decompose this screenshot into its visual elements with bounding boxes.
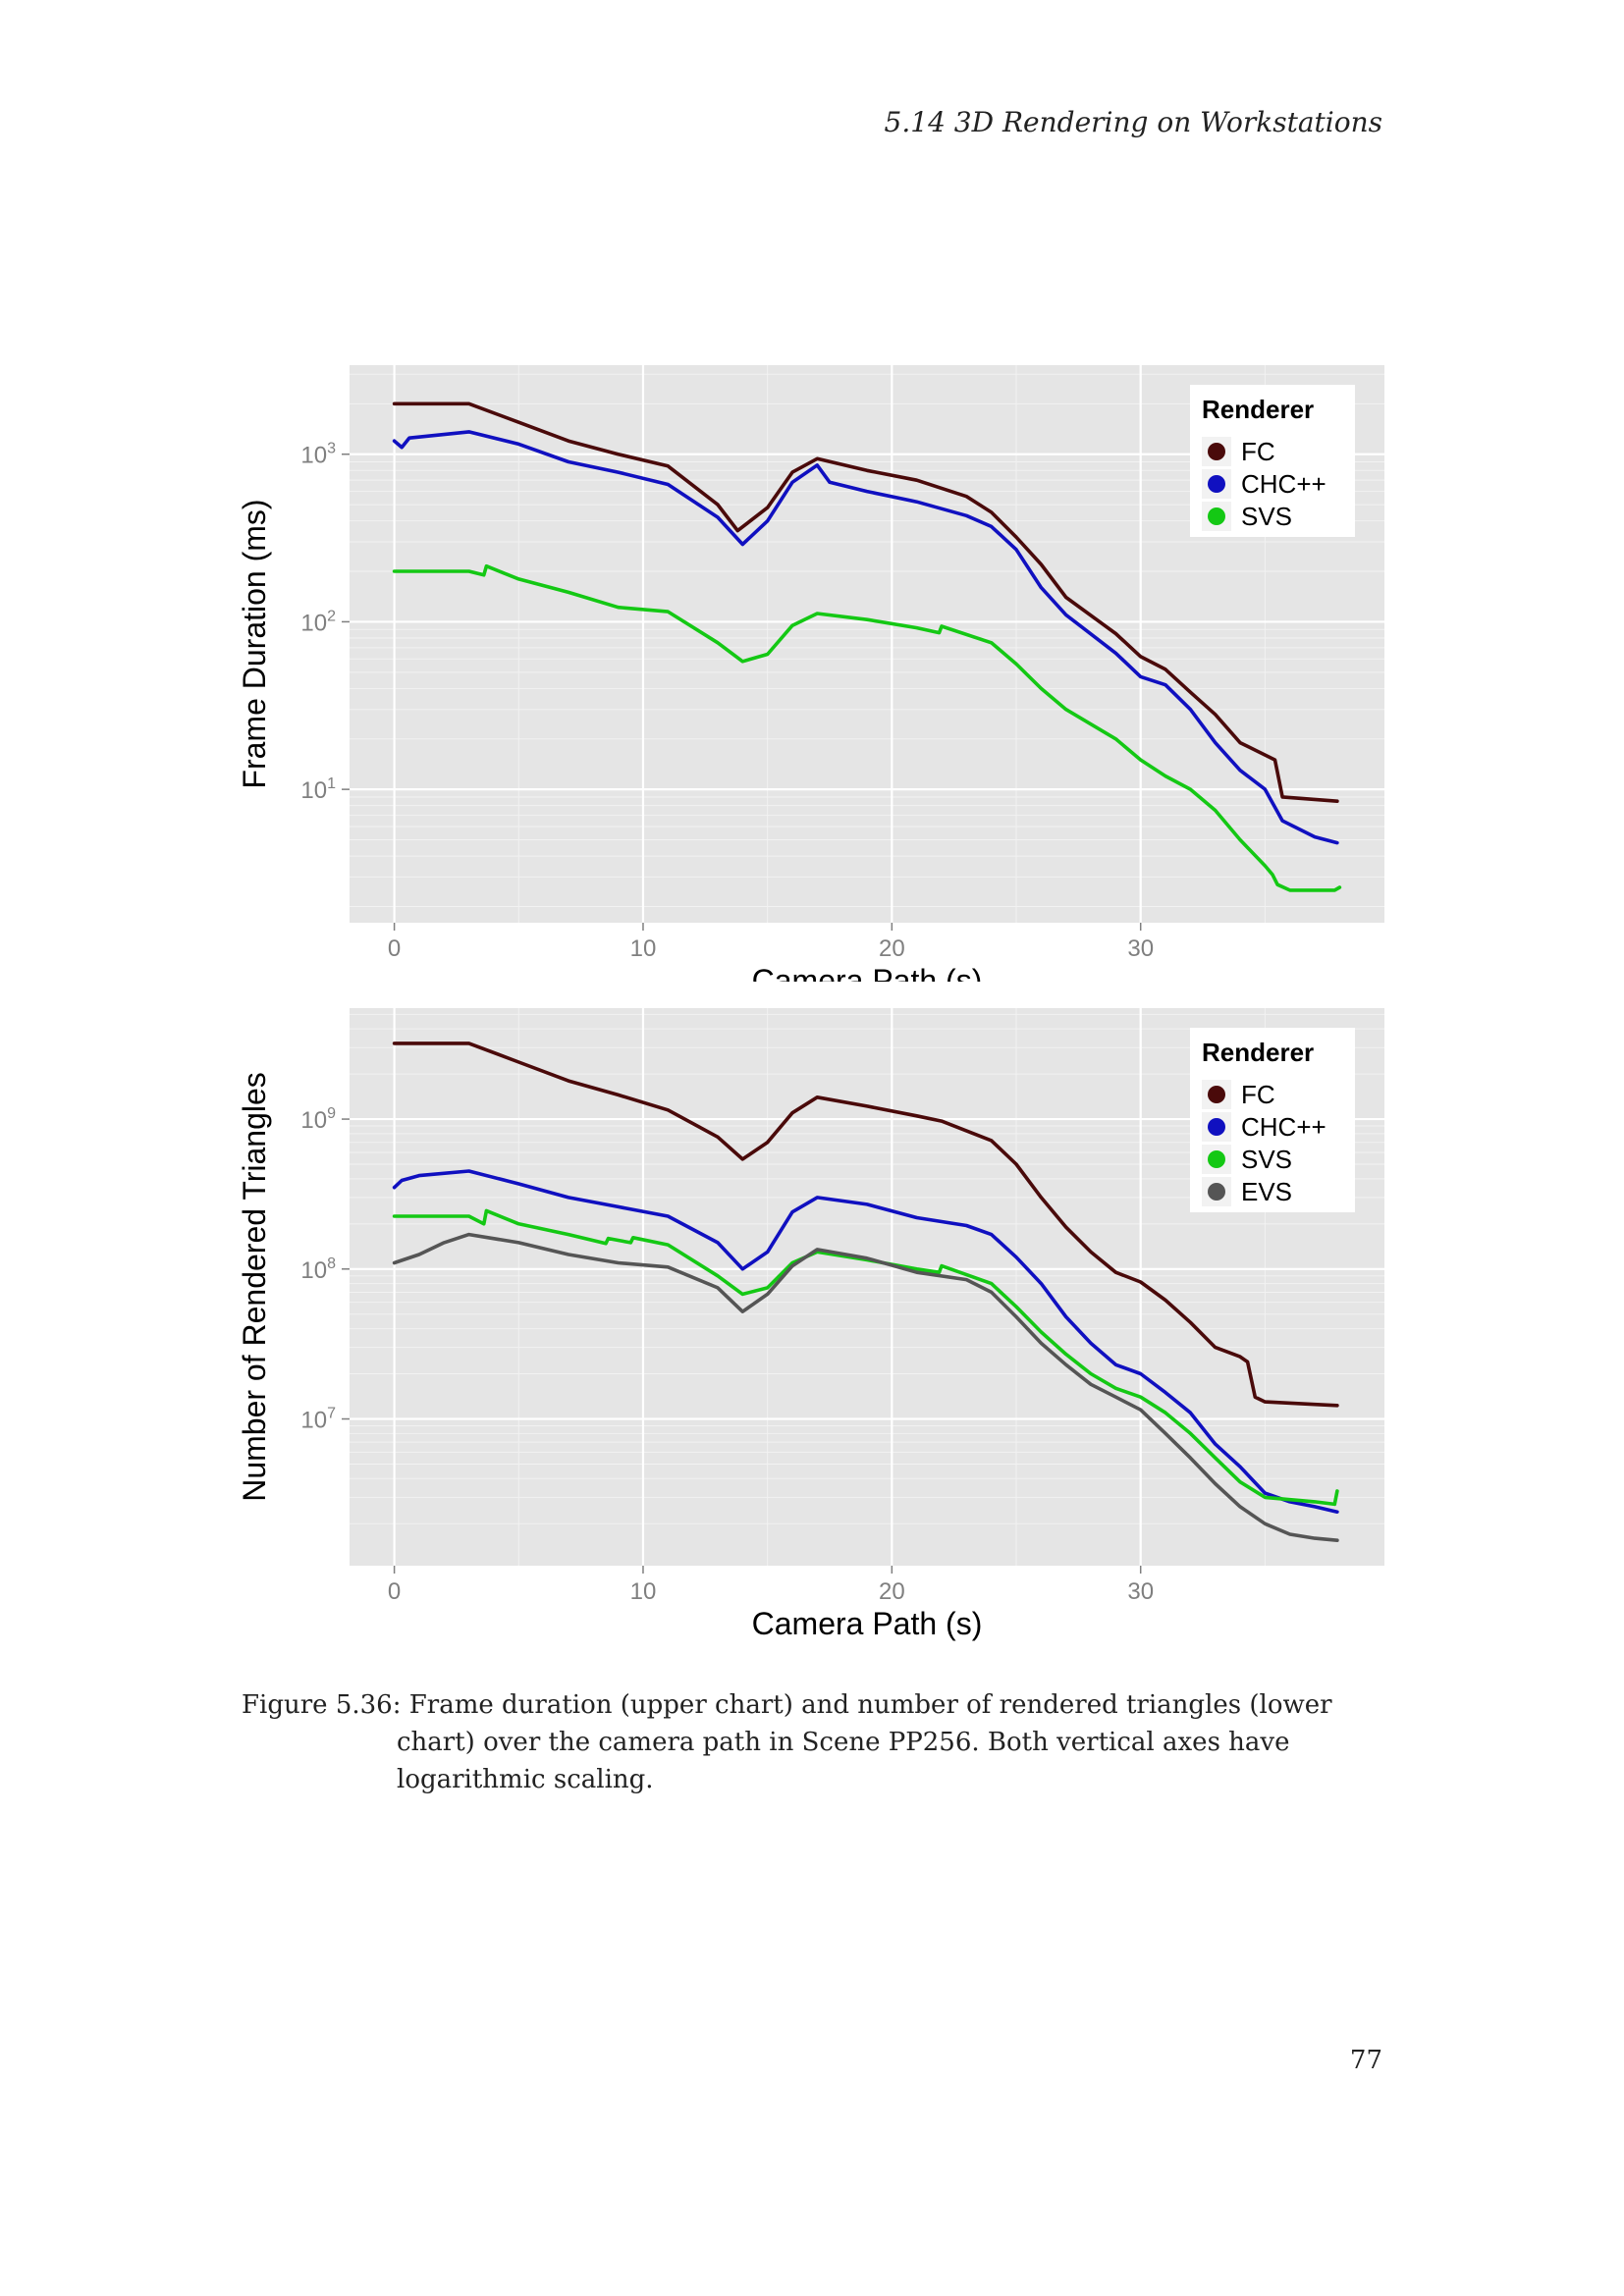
y-tick-label: 102 — [300, 608, 336, 636]
x-tick-label: 20 — [879, 1578, 905, 1605]
running-header: 5.14 3D Rendering on Workstations — [884, 106, 1382, 138]
x-tick-label: 0 — [388, 935, 401, 962]
series-line-chcpp — [392, 430, 1339, 845]
legend-label: FC — [1241, 1080, 1275, 1109]
x-tick-label: 20 — [879, 935, 905, 962]
frame-duration-chart: 101 102 103 0 10 20 30 Camera Path (s) Frame Dur… — [237, 365, 1384, 982]
y-axis-title: Frame Duration (ms) — [237, 499, 272, 788]
legend-key-fc — [1208, 1086, 1225, 1103]
legend-label: CHC++ — [1241, 469, 1326, 499]
x-tick-label: 0 — [388, 1578, 401, 1605]
series-line-fc — [392, 1041, 1339, 1408]
legend-label: SVS — [1241, 1145, 1292, 1174]
x-tick-label: 10 — [630, 935, 657, 962]
series-line-evs — [392, 1232, 1339, 1542]
y-tick-label: 107 — [300, 1406, 336, 1434]
x-tick-label: 30 — [1127, 1578, 1154, 1605]
series-line-svs — [392, 1208, 1339, 1507]
legend-label: CHC++ — [1241, 1112, 1326, 1142]
x-axis-title: Camera Path (s) — [752, 963, 983, 982]
legend-key-fc — [1208, 443, 1225, 460]
legend-key-chcpp — [1208, 1118, 1225, 1136]
y-tick-label: 108 — [300, 1255, 336, 1284]
x-axis-title: Camera Path (s) — [752, 1606, 983, 1641]
page-number: 77 — [1349, 2046, 1382, 2075]
legend-key-svs — [1208, 507, 1225, 525]
rendered-triangles-chart: 107 108 109 0 10 20 30 Camera Path (s) Number of… — [237, 1008, 1384, 1641]
legend-title: Renderer — [1202, 395, 1314, 424]
series-line-svs — [392, 563, 1342, 892]
x-tick-label: 10 — [630, 1578, 657, 1605]
legend-label: EVS — [1241, 1177, 1292, 1206]
y-tick-label: 103 — [300, 441, 336, 469]
legend-key-evs — [1208, 1183, 1225, 1201]
y-axis-title: Number of Rendered Triangles — [237, 1072, 272, 1502]
legend-key-svs — [1208, 1150, 1225, 1168]
figure-caption: Figure 5.36: Frame duration (upper chart… — [242, 1690, 1332, 1794]
x-tick-label: 30 — [1127, 935, 1154, 962]
y-tick-label: 109 — [300, 1105, 336, 1134]
legend-label: FC — [1241, 437, 1275, 466]
series-line-fc — [392, 401, 1339, 803]
legend-label: SVS — [1241, 502, 1292, 531]
y-tick-label: 101 — [300, 775, 336, 804]
series-line-chcpp — [392, 1169, 1339, 1514]
legend-title: Renderer — [1202, 1038, 1314, 1067]
legend-key-chcpp — [1208, 475, 1225, 493]
